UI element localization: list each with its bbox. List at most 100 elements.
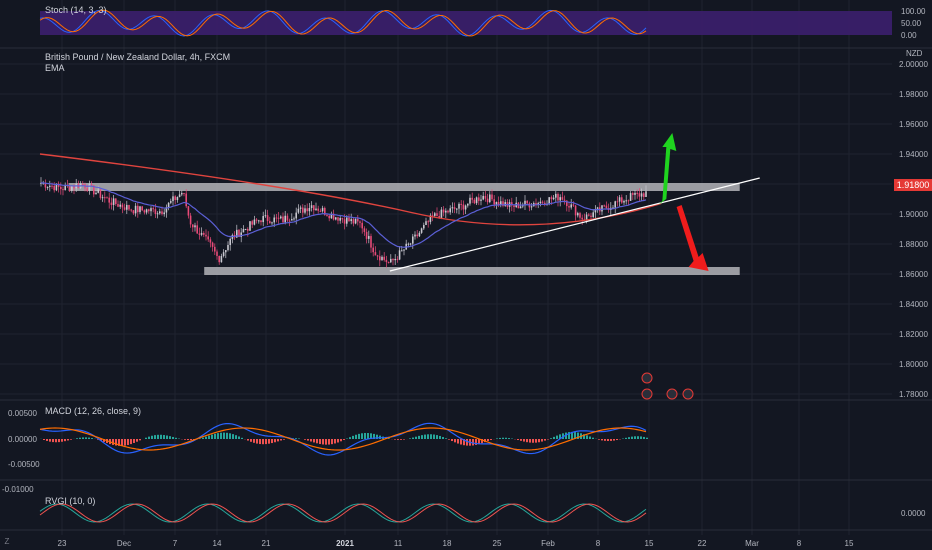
macd-histogram-bar <box>97 439 99 440</box>
candle-body <box>192 224 194 228</box>
macd-histogram-bar <box>283 439 285 440</box>
candle-body <box>618 197 621 202</box>
macd-histogram-bar <box>307 439 309 441</box>
candle-body <box>561 197 564 200</box>
candle-body <box>530 206 533 208</box>
macd-histogram-bar <box>535 439 537 443</box>
candle-body <box>372 247 374 253</box>
macd-histogram-bar <box>184 439 186 440</box>
candle-body <box>115 198 117 205</box>
price-tick-label: 1.88000 <box>899 240 928 249</box>
candle-body <box>46 186 49 188</box>
macd-histogram-bar <box>328 439 330 445</box>
macd-histogram-bar <box>430 434 432 439</box>
arrow-up-icon <box>658 133 677 205</box>
candle-body <box>434 213 436 216</box>
macd-histogram-bar <box>559 434 561 439</box>
macd-histogram-bar <box>349 437 351 439</box>
candle-body <box>438 215 440 219</box>
candle-body <box>68 185 71 191</box>
price-tick-label: 1.90000 <box>899 210 928 219</box>
macd-histogram-bar <box>229 433 231 439</box>
candle-body <box>130 209 132 211</box>
macd-histogram-bar <box>172 436 174 439</box>
candle-body <box>489 194 491 203</box>
candle-body <box>555 193 557 198</box>
macd-histogram-bar <box>370 433 372 439</box>
flag-icon[interactable] <box>641 372 653 384</box>
candle-body <box>244 228 247 230</box>
candle-body <box>636 192 638 194</box>
candle-body <box>260 220 262 223</box>
macd-histogram-bar <box>487 439 489 442</box>
macd-histogram-bar <box>304 439 306 440</box>
macd-histogram-bar <box>43 439 45 441</box>
candle-body <box>396 258 399 260</box>
macd-histogram-bar <box>334 439 336 444</box>
time-tick-label: 11 <box>394 539 403 548</box>
corner-label[interactable]: Z <box>4 537 10 546</box>
macd-histogram-bar <box>637 436 639 439</box>
macd-histogram-bar <box>433 434 435 439</box>
candle-body <box>497 202 500 205</box>
stoch-label: Stoch (14, 3, 3) <box>45 5 107 15</box>
candle-body <box>194 225 196 228</box>
candle-body <box>240 232 242 238</box>
price-tick-label: 2.00000 <box>899 60 928 69</box>
candle-body <box>93 185 95 195</box>
candle-body <box>187 206 190 216</box>
candle-body <box>218 255 220 263</box>
macd-histogram-bar <box>427 434 429 439</box>
last-price-tag: 1.91800 <box>894 179 932 191</box>
macd-histogram-bar <box>259 439 261 445</box>
candle-body <box>621 197 623 203</box>
candle-body <box>297 208 300 213</box>
candle-body <box>616 201 619 203</box>
candle-body <box>156 213 159 215</box>
candle-body <box>273 217 275 223</box>
candle-body <box>456 208 458 210</box>
candle-body <box>324 207 326 215</box>
candle-body <box>346 217 348 224</box>
time-tick-label: 7 <box>173 539 178 548</box>
macd-histogram-bar <box>343 439 345 440</box>
macd-histogram-bar <box>607 439 609 442</box>
candle-body <box>220 256 223 263</box>
candle-body <box>249 221 251 231</box>
candle-body <box>541 201 544 203</box>
macd-histogram-bar <box>277 439 279 442</box>
candle-body <box>200 232 203 235</box>
candle-body <box>526 200 528 204</box>
candle-body <box>614 201 616 208</box>
flag-icon[interactable] <box>666 388 678 400</box>
macd-histogram-bar <box>211 434 213 439</box>
candle-body <box>596 207 599 209</box>
candle-body <box>401 250 403 252</box>
candle-body <box>319 210 322 212</box>
candle-body <box>49 185 51 187</box>
flag-icon[interactable] <box>682 388 694 400</box>
candle-body <box>126 204 128 210</box>
candle-body <box>407 243 410 245</box>
macd-histogram-bar <box>589 436 591 439</box>
stoch-k-line <box>39 9 647 37</box>
event-markers[interactable] <box>641 372 694 400</box>
candle-body <box>73 186 75 189</box>
time-axis[interactable]: 23 Dec 7 14 21 2021 11 18 25 Feb 8 15 22 Mar 8 15 <box>58 539 854 548</box>
macd-histogram-bar <box>214 433 216 439</box>
price-tick-label: 1.94000 <box>899 150 928 159</box>
macd-histogram-bar <box>280 439 282 441</box>
macd-histogram-bar <box>235 435 237 439</box>
macd-histogram-bar <box>508 438 510 439</box>
flag-icon[interactable] <box>641 388 653 400</box>
candle-body <box>431 215 434 217</box>
candle-body <box>449 208 451 213</box>
candle-body <box>152 208 154 210</box>
macd-histogram-bar <box>340 439 342 442</box>
candle-body <box>90 184 93 186</box>
candle-body <box>277 217 280 219</box>
candle-body <box>181 192 183 195</box>
candle-body <box>123 207 126 210</box>
macd-histogram-bar <box>241 437 243 439</box>
